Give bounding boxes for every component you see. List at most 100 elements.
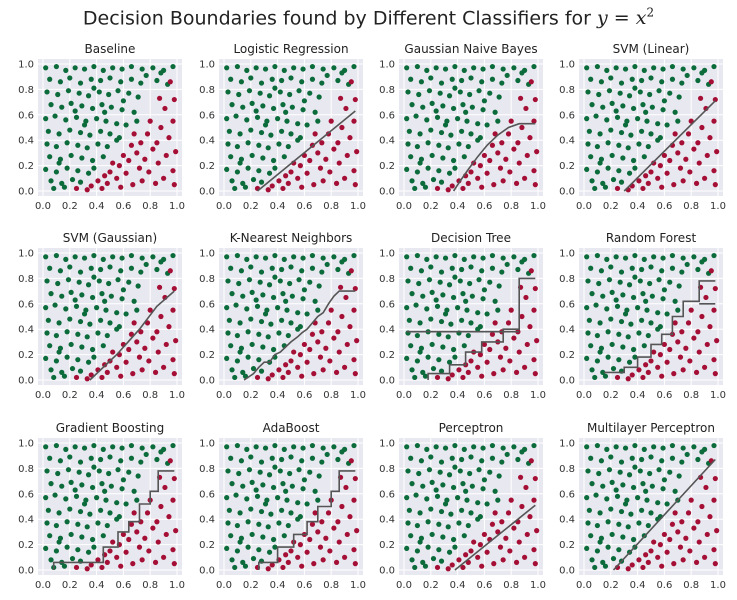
- data-point-above: [434, 303, 441, 309]
- y-tick-label: 1.0: [18, 60, 34, 71]
- data-point-above: [602, 373, 609, 379]
- data-point-above: [465, 143, 471, 150]
- data-point-above: [103, 307, 109, 313]
- data-point-above: [610, 365, 617, 372]
- data-point-above: [622, 66, 629, 72]
- data-point-below: [297, 352, 303, 358]
- data-point-above: [48, 291, 54, 297]
- data-point-above: [279, 456, 285, 463]
- data-point-above: [616, 547, 622, 553]
- data-point-above: [660, 66, 666, 72]
- data-point-above: [604, 306, 610, 312]
- data-point-above: [425, 165, 431, 171]
- data-point-above: [452, 544, 458, 550]
- x-tick-label: 0.2: [243, 580, 259, 591]
- data-point-above: [242, 563, 249, 569]
- data-point-above: [625, 524, 631, 530]
- data-point-above: [420, 483, 426, 489]
- data-point-above: [428, 264, 434, 270]
- data-point-above: [236, 91, 242, 98]
- data-point-below: [477, 542, 483, 548]
- data-point-above: [57, 268, 64, 274]
- data-point-above: [63, 117, 69, 123]
- data-point-below: [691, 335, 697, 341]
- data-point-below: [636, 557, 642, 563]
- data-point-above: [604, 67, 610, 73]
- data-point-above: [59, 104, 65, 110]
- data-point-above: [420, 369, 426, 375]
- data-point-below: [344, 341, 350, 348]
- data-point-above: [433, 487, 439, 493]
- data-point-below: [702, 554, 708, 560]
- y-tick-label: 0.2: [559, 540, 575, 551]
- data-point-below: [333, 559, 340, 565]
- x-tick-label: 0.2: [243, 201, 259, 212]
- data-point-below: [304, 170, 310, 176]
- data-point-above: [471, 444, 477, 450]
- data-point-above: [96, 278, 102, 284]
- x-tick-label: 0.6: [476, 580, 492, 591]
- data-point-below: [88, 183, 94, 189]
- data-point-above: [154, 266, 160, 273]
- data-point-above: [123, 311, 129, 317]
- data-point-above: [244, 256, 250, 262]
- data-point-above: [268, 132, 274, 138]
- data-point-above: [64, 329, 70, 335]
- data-point-above: [446, 472, 453, 478]
- data-point-below: [659, 373, 665, 379]
- data-point-above: [610, 176, 617, 183]
- data-point-above: [440, 482, 446, 488]
- data-point-below: [481, 341, 487, 348]
- data-point-above: [270, 346, 277, 353]
- data-point-above: [446, 359, 453, 365]
- data-point-above: [283, 488, 289, 494]
- data-point-below: [516, 539, 522, 545]
- data-point-above: [47, 455, 53, 461]
- data-point-below: [532, 285, 538, 292]
- y-tick-label: 0.4: [379, 136, 395, 147]
- data-point-above: [620, 482, 626, 488]
- data-point-above: [420, 180, 426, 186]
- data-point-above: [669, 252, 676, 259]
- data-point-above: [416, 91, 422, 98]
- x-tick-label: 0.6: [656, 580, 672, 591]
- data-point-above: [460, 102, 466, 108]
- data-point-above: [73, 114, 80, 120]
- data-point-above: [238, 79, 245, 85]
- data-point-above: [43, 444, 49, 450]
- x-tick-label: 0.6: [115, 580, 131, 591]
- data-point-above: [487, 279, 493, 285]
- data-point-below: [171, 96, 177, 103]
- x-tick-label: 1.0: [530, 201, 546, 212]
- data-point-below: [465, 180, 471, 186]
- data-point-below: [126, 346, 132, 353]
- data-point-above: [279, 317, 285, 323]
- data-point-above: [605, 354, 611, 360]
- data-point-below: [152, 369, 159, 375]
- y-tick-label: 1.0: [199, 249, 215, 260]
- data-point-below: [696, 160, 702, 166]
- data-point-above: [409, 481, 415, 487]
- data-point-above: [409, 102, 415, 108]
- data-point-above: [291, 444, 297, 450]
- data-point-above: [440, 292, 446, 298]
- data-point-above: [515, 77, 521, 84]
- data-point-above: [438, 368, 445, 374]
- data-point-below: [116, 163, 122, 169]
- data-point-above: [616, 142, 622, 148]
- data-point-below: [163, 152, 169, 159]
- data-point-above: [600, 104, 606, 110]
- data-point-above: [240, 559, 246, 565]
- data-point-below: [471, 539, 477, 545]
- data-point-below: [297, 163, 303, 169]
- subplot: 0.0 0.2 0.4 0.6 0.8 1.00.00.20.40.60.81.0Logi…: [199, 42, 366, 212]
- data-point-above: [89, 294, 96, 301]
- data-point-below: [661, 341, 668, 348]
- data-point-above: [69, 176, 76, 183]
- data-point-below: [342, 364, 348, 370]
- data-point-above: [440, 344, 446, 350]
- data-point-above: [656, 88, 662, 94]
- data-point-above: [585, 330, 591, 336]
- data-point-below: [84, 566, 90, 572]
- data-point-below: [166, 514, 172, 520]
